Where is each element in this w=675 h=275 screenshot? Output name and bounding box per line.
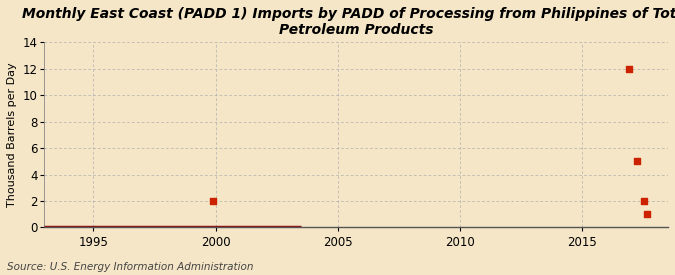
Text: Source: U.S. Energy Information Administration: Source: U.S. Energy Information Administ… xyxy=(7,262,253,272)
Point xyxy=(638,199,649,203)
Title: Monthly East Coast (PADD 1) Imports by PADD of Processing from Philippines of To: Monthly East Coast (PADD 1) Imports by P… xyxy=(22,7,675,37)
Point xyxy=(208,199,219,203)
Point xyxy=(632,159,643,164)
Point xyxy=(642,212,653,216)
Point xyxy=(624,67,634,71)
Y-axis label: Thousand Barrels per Day: Thousand Barrels per Day xyxy=(7,63,17,207)
